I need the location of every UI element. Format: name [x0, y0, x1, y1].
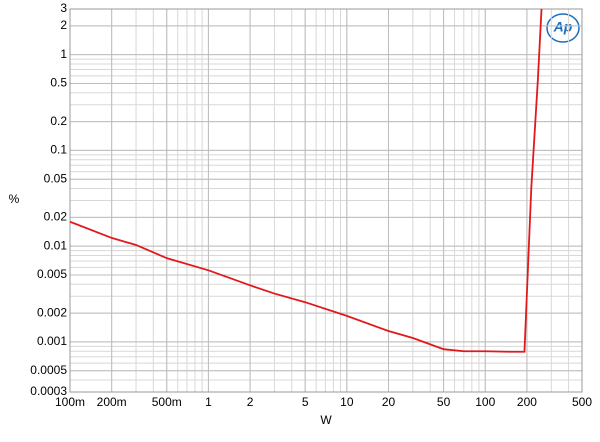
y-tick-label: 0.5 [50, 76, 67, 90]
y-tick-label: 1 [60, 47, 67, 61]
x-tick-label: 100 [475, 395, 495, 409]
logo: Ap [546, 13, 580, 43]
x-tick-label: 200 [517, 395, 537, 409]
y-tick-label: 3 [60, 1, 67, 15]
x-tick-label: 10 [340, 395, 354, 409]
logo-text: Ap [553, 19, 573, 35]
y-tick-label: 0.001 [37, 334, 67, 348]
y-tick-label: 0.002 [37, 305, 67, 319]
x-tick-label: 50 [437, 395, 451, 409]
x-axis-label: W [320, 413, 332, 427]
y-tick-label: 0.02 [44, 210, 68, 224]
y-tick-label: 0.2 [50, 114, 67, 128]
y-tick-label: 0.0005 [30, 363, 67, 377]
y-tick-label: 0.01 [44, 238, 68, 252]
x-tick-label: 1 [205, 395, 212, 409]
y-tick-label: 0.05 [44, 171, 68, 185]
x-tick-label: 2 [247, 395, 254, 409]
x-tick-label: 100m [55, 395, 85, 409]
logo-ring [546, 13, 580, 43]
y-tick-label: 0.005 [37, 267, 67, 281]
y-tick-label: 0.1 [50, 143, 67, 157]
data-line [70, 9, 543, 353]
y-tick-label: 0.0003 [30, 384, 67, 398]
x-tick-label: 200m [97, 395, 127, 409]
plot-frame [69, 8, 583, 393]
x-tick-label: 20 [382, 395, 396, 409]
y-axis-label: % [9, 192, 20, 206]
y-tick-label: 2 [60, 18, 67, 32]
x-tick-label: 5 [302, 395, 309, 409]
x-tick-label: 500 [572, 395, 592, 409]
x-tick-label: 500m [152, 395, 182, 409]
